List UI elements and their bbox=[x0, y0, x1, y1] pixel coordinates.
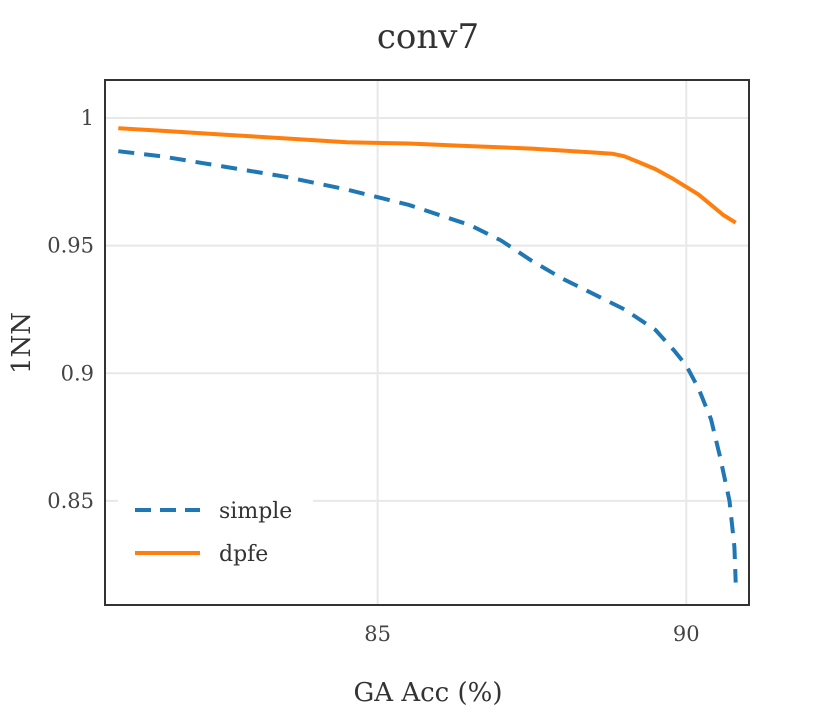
x-tick-label: 85 bbox=[364, 622, 391, 646]
x-tick-labels: 85 90 bbox=[364, 622, 699, 646]
plot-frame bbox=[104, 79, 750, 606]
x-axis-label: GA Acc (%) bbox=[354, 678, 503, 708]
y-tick-label: 0.95 bbox=[47, 234, 94, 258]
x-tick-label: 90 bbox=[673, 622, 700, 646]
series-dpfe-line bbox=[118, 126, 737, 225]
chart-title: conv7 bbox=[377, 17, 479, 57]
legend-box bbox=[118, 488, 313, 586]
y-tick-label: 0.85 bbox=[47, 489, 94, 513]
legend-dpfe-label: dpfe bbox=[219, 542, 268, 567]
y-tick-label: 1 bbox=[81, 106, 94, 130]
series-simple-line bbox=[118, 149, 738, 583]
y-tick-label: 0.9 bbox=[61, 361, 94, 385]
legend-simple-label: simple bbox=[219, 499, 292, 524]
legend: simple dpfe bbox=[118, 488, 313, 586]
y-tick-labels: 0.85 0.9 0.95 1 bbox=[47, 106, 94, 513]
y-axis-label: 1NN bbox=[7, 312, 37, 374]
series-layer bbox=[118, 126, 738, 583]
